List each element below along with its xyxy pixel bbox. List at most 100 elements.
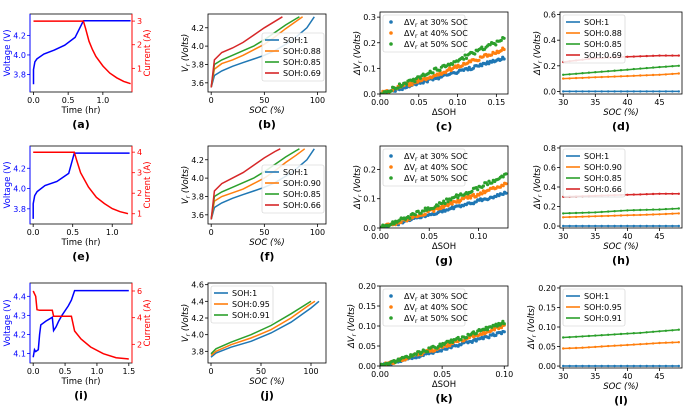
data-point — [396, 86, 400, 90]
y-tick-label: 3.8 — [191, 347, 204, 356]
data-marker — [677, 328, 680, 331]
x-tick-label: 35 — [590, 232, 600, 241]
y-axis-label: ΔVr (Volts) — [347, 304, 358, 349]
data-marker — [594, 90, 597, 93]
data-marker — [664, 192, 668, 195]
data-point — [449, 338, 453, 342]
data-marker — [613, 224, 616, 228]
data-marker — [677, 64, 680, 68]
data-point — [480, 64, 484, 68]
data-point — [404, 85, 409, 90]
x-tick-label: 0 — [209, 96, 214, 105]
series-markers-2 — [562, 212, 680, 219]
y-axis-label: ΔVr (Volts) — [533, 31, 544, 76]
data-marker — [626, 55, 629, 58]
data-marker — [671, 212, 674, 215]
x-axis-label: ΔSOH — [432, 242, 456, 252]
data-point — [465, 335, 469, 340]
panel-b: 0 50 100 3.6 3.8 4.0 4.2 SOC (%) Vr (Volts) SOH:1… — [181, 13, 327, 131]
y-tick-label: 0.3 — [363, 13, 376, 22]
data-point — [466, 196, 470, 200]
legend-label: SOH:1 — [232, 289, 257, 298]
data-marker — [658, 364, 661, 368]
data-marker — [632, 343, 635, 346]
data-point — [459, 338, 463, 342]
panel-i: 0.0 0.5 1.0 1.5 4.1 4.2 4.3 4.4 2 4 6 Time (hr) Volt… — [3, 282, 153, 402]
data-marker — [594, 364, 597, 368]
legend-label: SOH:1 — [584, 292, 609, 301]
data-point — [422, 209, 426, 213]
data-point — [466, 68, 470, 72]
data-marker — [594, 334, 597, 337]
x-tick-label: 50 — [256, 367, 266, 376]
data-marker — [639, 193, 642, 196]
data-marker — [619, 209, 623, 212]
data-marker — [664, 90, 668, 93]
data-marker — [613, 344, 616, 347]
data-marker — [574, 76, 578, 80]
data-point — [495, 324, 499, 328]
data-marker — [581, 346, 584, 349]
data-point — [477, 58, 481, 62]
data-marker — [651, 342, 655, 345]
data-marker — [645, 331, 648, 334]
data-marker — [594, 224, 597, 228]
legend-label: SOH:0.95 — [232, 300, 270, 309]
x-axis-label: SOC (%) — [249, 106, 284, 116]
y-tick-label: 0.2 — [543, 203, 556, 212]
data-point — [425, 350, 430, 354]
data-point — [501, 175, 505, 179]
legend: SOH:1 SOH:0.90 SOH:0.85 SOH:0.66 — [562, 148, 626, 198]
data-marker — [664, 54, 668, 57]
x-tick-label: 0.05 — [433, 370, 451, 379]
data-marker — [607, 210, 610, 213]
data-marker — [664, 65, 668, 68]
data-marker — [568, 90, 571, 93]
y-tick-label: 0.0 — [543, 87, 556, 96]
y-tick-label: 0.6 — [543, 163, 556, 172]
data-marker — [639, 364, 642, 368]
data-marker — [568, 215, 571, 219]
legend-box — [382, 288, 466, 327]
data-marker — [607, 90, 610, 93]
data-point — [467, 65, 471, 69]
data-marker — [619, 344, 623, 347]
panel-l: 30 35 40 45 0.00 0.05 0.10 0.15 0.20 SOC (%) ΔVr (… — [527, 284, 683, 407]
data-point — [423, 212, 427, 216]
data-marker — [587, 76, 591, 79]
data-point — [448, 66, 452, 70]
y2-tick-label: 4 — [137, 148, 142, 157]
data-marker — [574, 215, 578, 219]
y-tick-label: 0.05 — [358, 342, 376, 351]
data-marker — [626, 74, 629, 78]
data-marker — [658, 90, 661, 93]
data-marker — [645, 342, 648, 345]
x-tick-label: 0 — [208, 367, 213, 376]
data-marker — [600, 90, 603, 93]
data-point — [451, 340, 455, 344]
panel-e: 0.0 0.5 1.0 3.8 4.0 4.2 1 2 3 4 Time (hr) Voltage (… — [3, 145, 153, 263]
data-marker — [658, 65, 661, 69]
data-marker — [645, 66, 648, 70]
data-marker — [613, 75, 616, 78]
data-marker — [594, 71, 597, 74]
data-point — [474, 332, 478, 336]
data-marker — [587, 224, 591, 228]
data-point — [502, 322, 506, 326]
data-marker — [626, 68, 629, 71]
y-tick-label: 4.0 — [13, 185, 26, 194]
axes-frame — [207, 282, 327, 364]
data-point — [392, 222, 396, 226]
data-point — [443, 201, 447, 206]
legend: SOH:1 SOH:0.90 SOH:0.85 SOH:0.66 — [261, 164, 325, 214]
x-tick-label: 0.05 — [420, 232, 438, 241]
y2-tick-label: 1 — [137, 210, 142, 219]
data-marker — [651, 73, 655, 77]
y-tick-label: 0.10 — [538, 323, 556, 332]
series-line-2 — [210, 300, 316, 357]
y-tick-label: 4.4 — [13, 292, 26, 301]
legend-marker — [389, 20, 393, 24]
data-marker — [600, 224, 603, 228]
y2-tick-label: 2 — [137, 41, 142, 50]
y-tick-label: 4.4 — [191, 297, 204, 306]
